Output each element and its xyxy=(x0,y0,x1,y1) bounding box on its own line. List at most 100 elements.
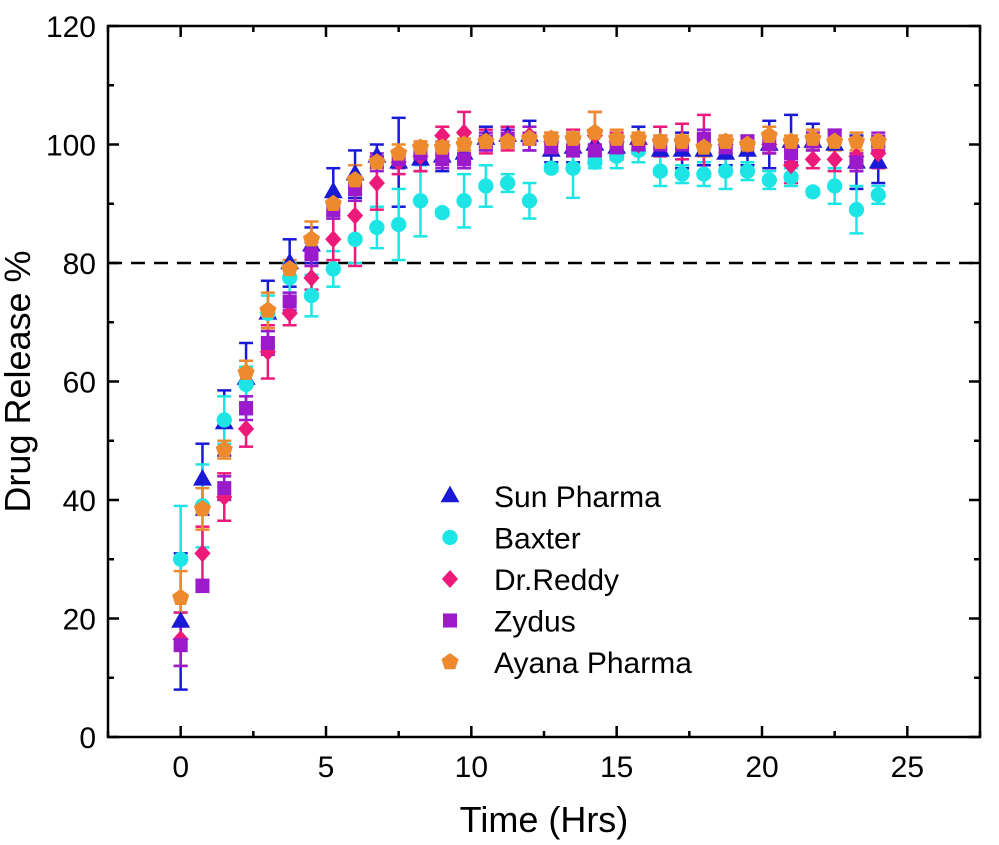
data-point xyxy=(282,294,297,309)
data-point xyxy=(542,129,560,146)
data-point xyxy=(434,204,450,221)
data-point xyxy=(805,184,821,200)
data-point xyxy=(455,123,473,142)
data-point xyxy=(173,551,189,567)
data-point xyxy=(566,143,581,158)
data-point xyxy=(368,174,385,193)
data-point xyxy=(457,152,472,167)
data-point xyxy=(412,193,429,209)
data-point xyxy=(456,193,472,209)
legend-marker-zydus xyxy=(442,613,458,628)
data-point xyxy=(478,178,494,194)
legend: Sun Pharma Baxter Dr.Reddy Zydus Ayana Pharm… xyxy=(440,481,692,680)
data-point xyxy=(323,181,343,199)
legend-marker-ayana-pharma xyxy=(441,653,459,670)
data-point xyxy=(346,171,364,188)
data-point xyxy=(500,175,516,191)
y-tick-label: 60 xyxy=(63,367,96,400)
data-point xyxy=(237,419,255,438)
data-point xyxy=(869,132,887,149)
x-tick-label: 0 xyxy=(172,751,189,784)
x-axis-title: Time (Hrs) xyxy=(460,799,629,840)
data-point xyxy=(435,152,450,167)
data-point xyxy=(783,169,799,185)
data-point xyxy=(217,481,232,496)
data-point xyxy=(870,144,887,163)
data-point xyxy=(303,287,320,304)
data-point xyxy=(390,144,408,161)
y-axis-title: Drug Release % xyxy=(0,250,38,512)
data-point xyxy=(564,129,582,146)
data-point xyxy=(674,166,690,182)
data-point xyxy=(259,342,276,361)
data-point xyxy=(173,638,188,653)
data-point xyxy=(369,219,385,236)
marker-layer xyxy=(171,123,888,653)
y-tick-label: 20 xyxy=(63,604,96,637)
y-tick-label: 0 xyxy=(79,722,96,755)
data-point xyxy=(302,230,321,247)
data-point xyxy=(565,160,581,176)
data-point xyxy=(738,135,757,152)
data-point xyxy=(304,247,319,262)
data-point xyxy=(847,132,866,149)
legend-marker-baxter xyxy=(442,529,458,546)
data-point xyxy=(477,132,495,149)
data-point xyxy=(194,544,211,563)
x-tick-label: 10 xyxy=(455,751,488,784)
data-point xyxy=(848,202,865,218)
data-point xyxy=(195,578,210,593)
data-point xyxy=(696,166,712,182)
data-point xyxy=(521,193,538,209)
data-point xyxy=(784,146,799,161)
legend-label-ayana-pharma: Ayana Pharma xyxy=(494,647,692,680)
data-point xyxy=(718,163,734,179)
x-tick-label: 25 xyxy=(891,751,924,784)
legend-label-zydus: Zydus xyxy=(494,606,576,639)
data-point xyxy=(259,301,277,318)
data-point xyxy=(193,468,212,486)
y-tick-label: 40 xyxy=(63,485,96,518)
data-point xyxy=(172,588,190,606)
legend-label-sun-pharma: Sun Pharma xyxy=(494,481,661,514)
data-point xyxy=(499,132,517,149)
data-point xyxy=(782,156,800,175)
data-point xyxy=(586,123,604,140)
data-point xyxy=(434,126,451,145)
data-point xyxy=(411,138,430,155)
data-point xyxy=(325,230,342,249)
data-point xyxy=(324,194,342,212)
data-point xyxy=(281,304,298,323)
data-point xyxy=(849,155,864,170)
data-point xyxy=(739,163,756,179)
data-point xyxy=(652,163,668,179)
data-point xyxy=(760,126,778,143)
data-point xyxy=(608,129,626,146)
data-point xyxy=(281,259,299,277)
data-point xyxy=(804,129,822,146)
data-point xyxy=(171,611,191,628)
legend-marker-dr-reddy xyxy=(441,570,459,588)
data-point xyxy=(870,187,886,203)
data-point xyxy=(587,154,603,170)
data-point xyxy=(629,129,648,146)
data-point xyxy=(804,150,821,169)
data-point xyxy=(368,153,386,170)
x-tick-label: 15 xyxy=(600,751,633,784)
tick-layer xyxy=(106,24,982,739)
legend-label-dr-reddy: Dr.Reddy xyxy=(494,564,619,597)
data-point xyxy=(826,132,844,149)
data-point xyxy=(782,132,800,149)
legend-marker-sun-pharma xyxy=(440,485,460,503)
data-point xyxy=(239,401,254,416)
data-point xyxy=(827,178,843,194)
data-point xyxy=(520,129,539,146)
data-point xyxy=(303,268,320,287)
data-point xyxy=(238,376,254,393)
tick-label-layer: 0 5 10 15 20 25 0 20 40 60 80 100 120 xyxy=(46,11,924,784)
y-tick-label: 80 xyxy=(63,248,96,281)
data-point xyxy=(433,138,451,155)
x-tick-label: 20 xyxy=(745,751,778,784)
y-tick-label: 120 xyxy=(46,11,96,44)
